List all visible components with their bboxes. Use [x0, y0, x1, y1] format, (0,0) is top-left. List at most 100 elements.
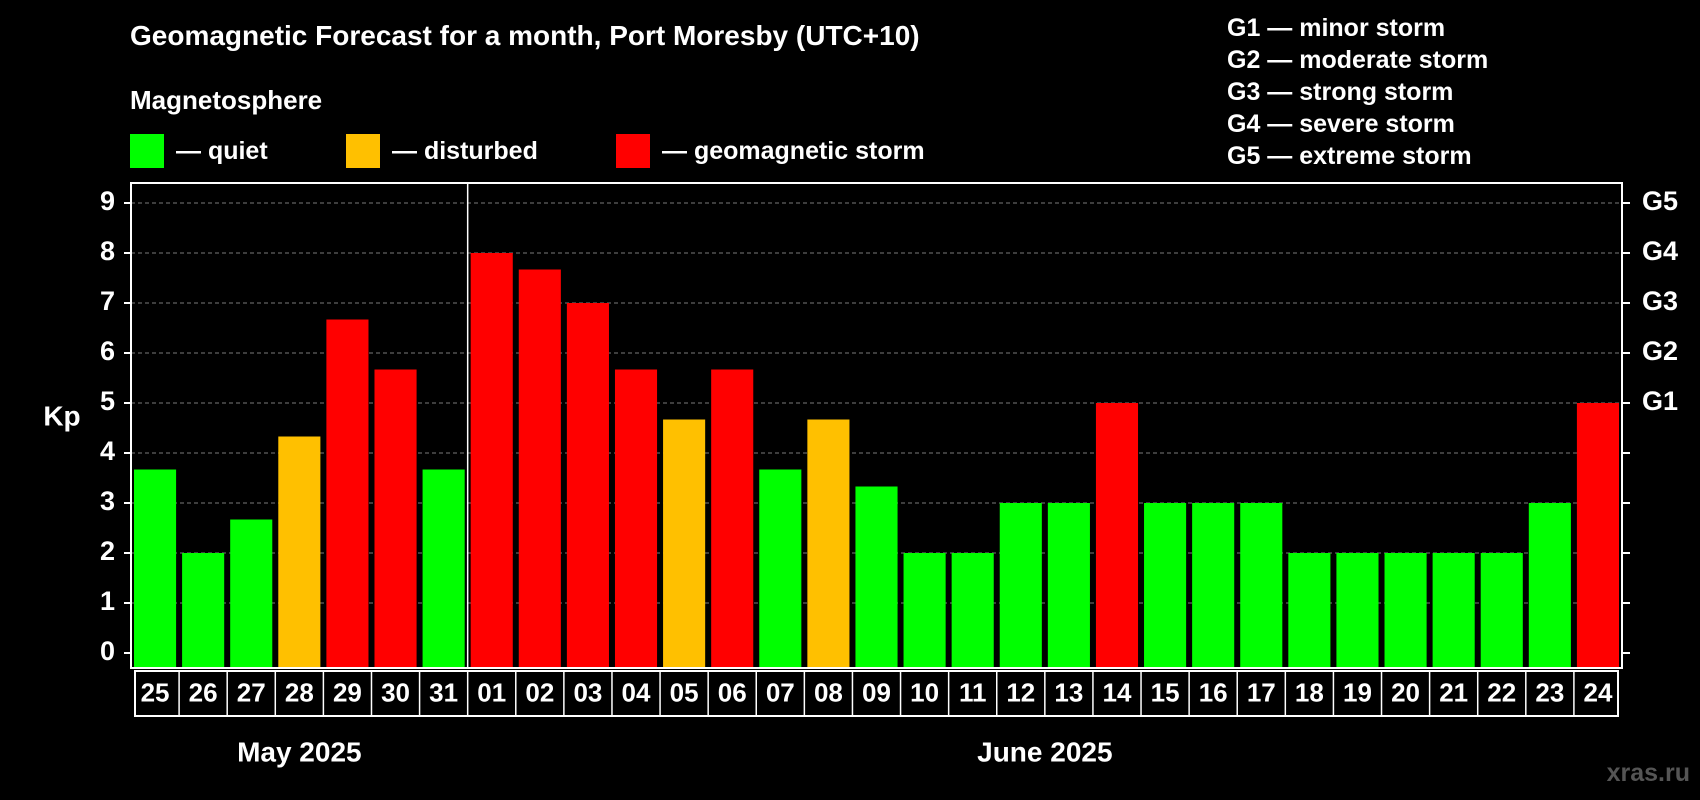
bar-14 — [1095, 403, 1139, 668]
bar-24 — [1576, 403, 1619, 668]
legend-swatch-quiet — [130, 134, 164, 168]
bar-27 — [230, 519, 273, 668]
bar-22 — [1480, 553, 1523, 668]
x-tick-label-06: 06 — [718, 677, 747, 707]
bar-01 — [470, 253, 513, 668]
x-tick-label-07: 07 — [766, 677, 795, 707]
x-tick-label-20: 20 — [1391, 677, 1420, 707]
bar-07 — [759, 469, 802, 668]
bar-11 — [951, 553, 994, 668]
y-axis-label: Kp — [43, 400, 80, 431]
bar-03 — [566, 303, 609, 668]
x-tick-label-22: 22 — [1487, 677, 1516, 707]
legend-label-quiet: — quiet — [176, 136, 268, 165]
chart-title: Geomagnetic Forecast for a month, Port M… — [130, 20, 920, 51]
legend-label-disturbed: — disturbed — [392, 136, 538, 165]
plot-frame — [130, 182, 1623, 669]
y-tick-label-6: 6 — [100, 336, 115, 366]
g-tick-label-g1: G1 — [1642, 386, 1678, 416]
g-scale-item-g1: G1 — minor storm — [1227, 14, 1446, 42]
bar-30 — [374, 369, 417, 668]
x-tick-label-30: 30 — [381, 677, 410, 707]
x-tick-label-25: 25 — [141, 677, 170, 707]
x-tick-label-02: 02 — [525, 677, 554, 707]
legend-item-disturbed: — disturbed — [346, 134, 538, 168]
x-tick-label-23: 23 — [1535, 677, 1564, 707]
g-tick-label-g2: G2 — [1642, 336, 1678, 366]
x-tick-label-12: 12 — [1006, 677, 1035, 707]
x-tick-label-26: 26 — [189, 677, 218, 707]
bar-19 — [1336, 553, 1379, 668]
date-row-frame — [134, 670, 1619, 717]
month-label: May 2025 — [237, 736, 362, 767]
x-tick-label-09: 09 — [862, 677, 891, 707]
month-label: June 2025 — [977, 736, 1112, 767]
y-tick-label-5: 5 — [100, 386, 115, 416]
legend-swatch-storm — [616, 134, 650, 168]
x-tick-label-19: 19 — [1343, 677, 1372, 707]
x-tick-label-28: 28 — [285, 677, 314, 707]
bar-04 — [614, 369, 658, 668]
x-tick-label-29: 29 — [333, 677, 362, 707]
bar-18 — [1288, 553, 1331, 668]
bar-16 — [1192, 503, 1235, 668]
bar-15 — [1144, 503, 1187, 668]
legend-label-storm: — geomagnetic storm — [662, 136, 925, 165]
bar-06 — [711, 369, 754, 668]
y-tick-label-7: 7 — [100, 286, 115, 316]
x-tick-label-01: 01 — [477, 677, 506, 707]
bar-17 — [1240, 503, 1283, 668]
x-tick-label-24: 24 — [1583, 677, 1612, 707]
x-tick-label-08: 08 — [814, 677, 843, 707]
y-tick-label-3: 3 — [100, 486, 115, 516]
y-tick-label-9: 9 — [100, 186, 115, 216]
legend-title: Magnetosphere — [130, 85, 323, 115]
bar-28 — [278, 436, 321, 668]
x-tick-label-05: 05 — [670, 677, 699, 707]
g-scale-item-g5: G5 — extreme storm — [1227, 142, 1472, 170]
y-tick-label-2: 2 — [100, 536, 115, 566]
legend-swatch-disturbed — [346, 134, 380, 168]
watermark: xras.ru — [1606, 759, 1690, 787]
g-scale-legend: G1 — minor storm G2 — moderate storm G3 … — [1227, 12, 1488, 172]
bar-31 — [422, 469, 465, 668]
x-tick-label-14: 14 — [1103, 677, 1132, 707]
g-scale-item-g3: G3 — strong storm — [1227, 78, 1454, 106]
bar-10 — [903, 553, 946, 668]
x-tick-label-13: 13 — [1054, 677, 1083, 707]
g-tick-label-g3: G3 — [1642, 286, 1678, 316]
bar-26 — [182, 553, 225, 668]
x-tick-label-11: 11 — [959, 677, 987, 707]
x-tick-label-04: 04 — [622, 677, 651, 707]
legend-item-storm: — geomagnetic storm — [616, 134, 925, 168]
x-tick-label-03: 03 — [573, 677, 602, 707]
y-tick-label-1: 1 — [100, 586, 115, 616]
y-tick-label-8: 8 — [100, 236, 115, 266]
x-tick-label-16: 16 — [1199, 677, 1228, 707]
g-tick-label-g4: G4 — [1642, 236, 1678, 266]
bar-08 — [807, 419, 850, 668]
bar-13 — [1047, 503, 1090, 668]
bar-09 — [855, 486, 898, 668]
bar-25 — [134, 469, 177, 668]
g-scale-item-g4: G4 — severe storm — [1227, 110, 1455, 138]
bar-29 — [326, 319, 369, 668]
x-tick-label-15: 15 — [1151, 677, 1180, 707]
x-tick-label-10: 10 — [910, 677, 939, 707]
x-tick-label-31: 31 — [429, 677, 458, 707]
legend-item-quiet: — quiet — [130, 134, 268, 168]
bar-20 — [1384, 553, 1427, 668]
x-tick-label-17: 17 — [1247, 677, 1276, 707]
x-tick-label-27: 27 — [237, 677, 266, 707]
x-tick-label-21: 21 — [1439, 677, 1468, 707]
bar-02 — [518, 269, 561, 668]
g-scale-item-g2: G2 — moderate storm — [1227, 46, 1489, 74]
y-tick-label-4: 4 — [100, 436, 115, 466]
bar-23 — [1528, 503, 1571, 668]
g-tick-label-g5: G5 — [1642, 186, 1678, 216]
bar-21 — [1432, 553, 1475, 668]
y-tick-label-0: 0 — [100, 636, 115, 666]
x-tick-label-18: 18 — [1295, 677, 1324, 707]
bar-05 — [663, 419, 706, 668]
